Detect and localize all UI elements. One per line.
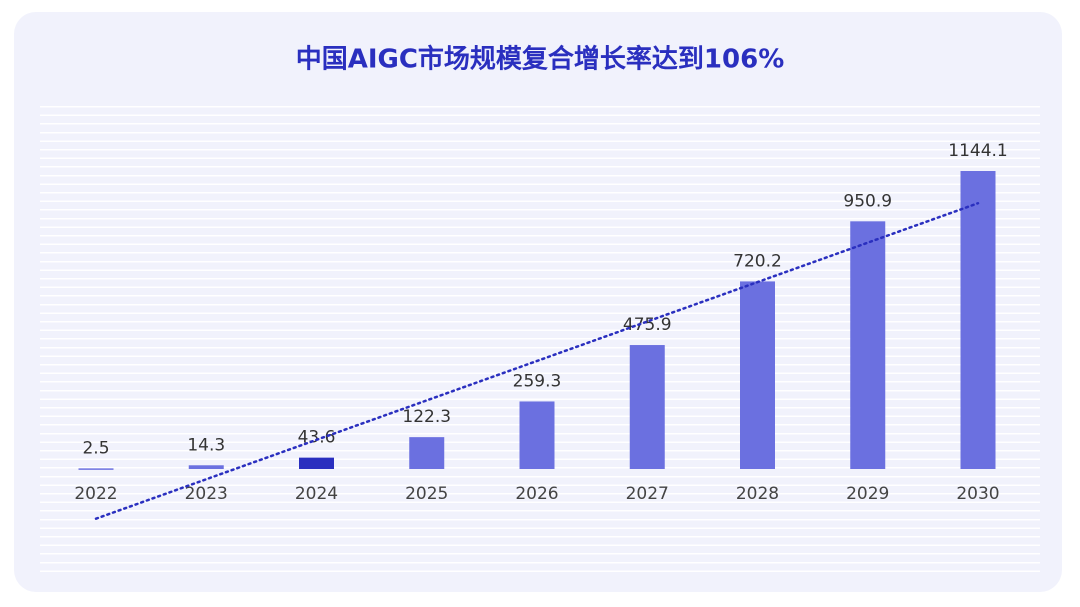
data-label: 1144.1 [948,141,1007,161]
x-tick-label: 2030 [956,484,999,504]
x-tick-label: 2024 [295,484,338,504]
data-label: 475.9 [623,315,672,335]
x-tick-label: 2025 [405,484,448,504]
bar [629,345,665,469]
x-tick-label: 2023 [185,484,228,504]
x-tick-label: 2027 [626,484,669,504]
data-label: 43.6 [298,428,336,448]
trend-line [94,201,980,520]
bar [960,171,996,469]
bar [78,468,114,470]
data-label: 122.3 [402,407,451,427]
data-label: 259.3 [513,371,562,391]
data-label: 2.5 [82,438,109,458]
bar [188,465,224,469]
bar [850,221,886,469]
data-label: 950.9 [843,191,892,211]
bar [409,437,445,469]
data-label: 720.2 [733,251,782,271]
x-tick-label: 2026 [515,484,558,504]
bar [519,401,555,469]
x-tick-label: 2022 [74,484,117,504]
bar [740,281,775,469]
chart-title: 中国AIGC市场规模复合增长率达到106% [296,44,785,75]
x-tick-label: 2028 [736,484,779,504]
x-tick-label: 2029 [846,484,889,504]
data-label: 14.3 [187,435,225,455]
bar [299,457,334,469]
